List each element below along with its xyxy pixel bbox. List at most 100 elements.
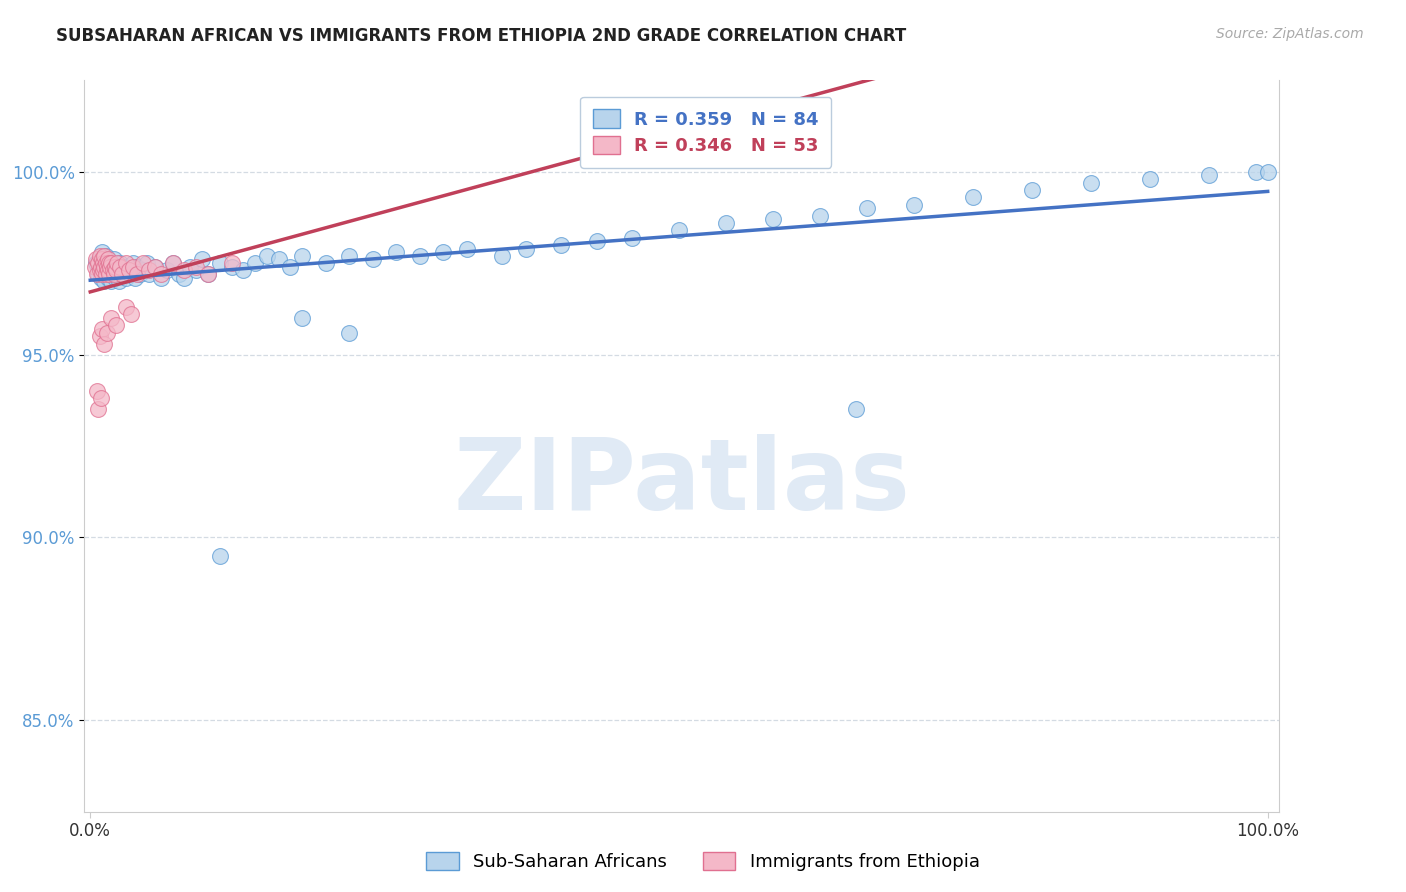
Point (197, 267, 219, 281)
Point (96, 326, 118, 340)
Point (714, 216, 737, 230)
Point (84, 256, 107, 270)
Point (94, 249, 117, 263)
Point (112, 260, 135, 274)
Point (135, 256, 157, 270)
Point (101, 263, 124, 277)
Point (84, 260, 107, 274)
Point (87, 267, 110, 281)
Point (114, 270, 136, 285)
Point (114, 300, 136, 314)
Point (186, 260, 208, 274)
Point (361, 252, 384, 267)
Point (856, 202, 879, 216)
Point (98, 260, 121, 274)
Point (808, 209, 831, 223)
Point (132, 256, 155, 270)
Point (1244, 164, 1267, 178)
Point (1257, 164, 1279, 178)
Point (84, 252, 107, 267)
Point (291, 249, 314, 263)
Point (89, 263, 111, 277)
Point (103, 252, 125, 267)
Point (107, 274, 129, 288)
Point (93, 249, 115, 263)
Point (550, 238, 572, 252)
Point (97, 252, 120, 267)
Point (108, 260, 131, 274)
Point (143, 260, 166, 274)
Point (127, 267, 149, 281)
Point (93, 274, 115, 288)
Point (100, 274, 122, 288)
Point (105, 263, 128, 277)
Point (111, 267, 134, 281)
Point (138, 267, 160, 281)
Point (337, 326, 360, 340)
Point (208, 256, 231, 270)
Point (87, 256, 110, 270)
Point (903, 197, 925, 211)
Point (128, 267, 150, 281)
Point (221, 256, 243, 270)
Point (91, 252, 114, 267)
Point (98, 256, 121, 270)
Point (845, 402, 868, 417)
Point (156, 263, 179, 277)
Point (96, 263, 118, 277)
Point (315, 256, 337, 270)
Point (86, 267, 108, 281)
Point (86, 384, 108, 399)
Point (98, 267, 121, 281)
Point (121, 260, 143, 274)
Point (385, 245, 408, 260)
Point (93, 260, 115, 274)
Point (585, 234, 607, 248)
Point (121, 256, 143, 270)
Point (962, 190, 984, 204)
Point (90, 260, 112, 274)
Point (173, 270, 195, 285)
Point (91, 245, 114, 260)
Point (105, 263, 128, 277)
Point (337, 249, 360, 263)
Point (668, 223, 690, 237)
Point (280, 260, 302, 274)
Point (104, 270, 127, 285)
Point (103, 267, 125, 281)
Point (491, 249, 513, 263)
Point (96, 260, 118, 274)
Point (291, 311, 314, 326)
Legend: R = 0.359   N = 84, R = 0.346   N = 53: R = 0.359 N = 84, R = 0.346 N = 53 (581, 96, 831, 168)
Point (98, 256, 121, 270)
Point (162, 256, 184, 270)
Point (138, 263, 160, 277)
Point (762, 212, 785, 227)
Point (98, 260, 121, 274)
Point (91, 267, 114, 281)
Point (103, 267, 125, 281)
Point (94, 256, 117, 270)
Point (124, 270, 146, 285)
Point (167, 267, 190, 281)
Point (132, 263, 155, 277)
Point (267, 252, 290, 267)
Point (149, 267, 172, 281)
Point (197, 267, 219, 281)
Point (208, 549, 231, 563)
Point (89, 252, 111, 267)
Point (256, 249, 278, 263)
Point (91, 263, 114, 277)
Point (173, 263, 195, 277)
Point (101, 263, 124, 277)
Point (105, 318, 128, 333)
Point (191, 252, 214, 267)
Point (117, 263, 139, 277)
Point (515, 242, 537, 256)
Point (90, 270, 112, 285)
Point (91, 260, 114, 274)
Point (186, 263, 208, 277)
Point (232, 263, 254, 277)
Point (90, 392, 112, 406)
Point (409, 249, 432, 263)
